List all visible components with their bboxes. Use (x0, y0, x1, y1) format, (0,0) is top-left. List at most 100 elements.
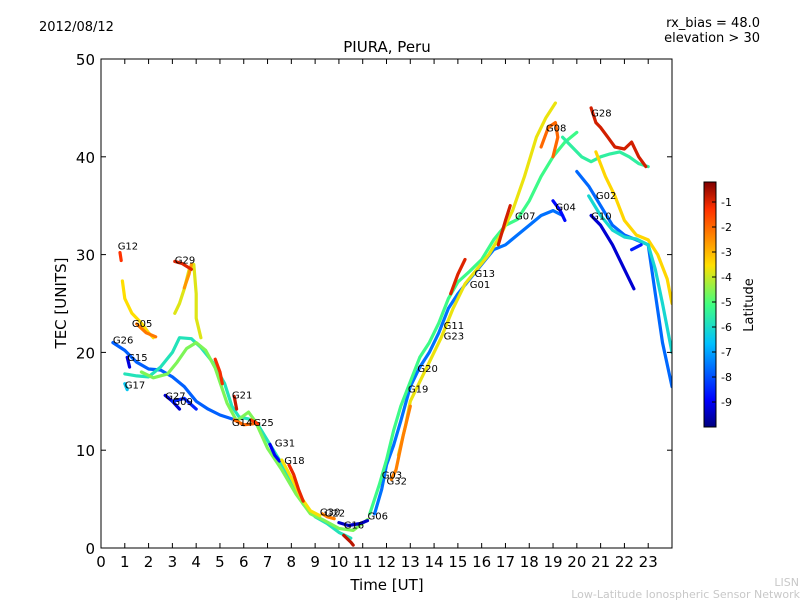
series-yellow-rise (396, 101, 557, 457)
elevation-label: elevation > 30 (664, 31, 760, 46)
date-label: 2012/08/12 (39, 20, 114, 35)
satellite-label-g02: G02 (596, 191, 616, 202)
chart-title: PIURA, Peru (343, 38, 430, 56)
series-red-mid (118, 251, 123, 263)
satellite-label-g09: G09 (172, 397, 192, 408)
satellite-label-g28: G28 (591, 109, 611, 120)
series-navy-g16 (337, 519, 370, 528)
colorbar-tick-label: -9 (721, 396, 732, 409)
satellite-label-g17: G17 (125, 381, 145, 392)
series-red-g18 (287, 463, 305, 503)
satellite-label-g06: G06 (368, 512, 388, 523)
colorbar-tick-label: -8 (721, 371, 732, 384)
x-tick-label: 13 (401, 553, 420, 571)
y-axis-label: TEC [UNITS] (52, 258, 70, 350)
x-tick-label: 5 (215, 553, 225, 571)
series-red-mid4 (213, 357, 224, 386)
satellite-label-g03: G03 (382, 471, 402, 482)
series-orange-early (135, 322, 158, 339)
y-tick-label: 50 (76, 51, 95, 69)
satellite-label-g13: G13 (475, 269, 495, 280)
x-tick-label: 7 (263, 553, 273, 571)
x-tick-label: 3 (168, 553, 178, 571)
satellite-label-g20: G20 (417, 364, 437, 375)
x-tick-label: 23 (639, 553, 658, 571)
series-teal-rise (373, 209, 565, 516)
satellite-label-g18: G18 (284, 456, 304, 467)
x-tick-label: 10 (329, 553, 348, 571)
series-red-g28 (589, 106, 648, 169)
series-red-mid15 (449, 257, 467, 296)
x-tick-label: 0 (96, 553, 106, 571)
colorbar-tick-label: -4 (721, 271, 732, 284)
x-tick-label: 16 (472, 553, 491, 571)
credit-long: Low-Latitude Ionospheric Sensor Network (571, 588, 800, 600)
satellite-label-g12: G12 (118, 242, 138, 253)
x-tick-label: 4 (191, 553, 201, 571)
x-tick-label: 20 (567, 553, 586, 571)
series-green-light (139, 341, 370, 532)
satellite-label-g10: G10 (591, 211, 611, 222)
y-tick-label: 30 (76, 247, 95, 265)
satellite-label-g19: G19 (408, 385, 428, 396)
colorbar-ticks: -9 -8 -7 -6 -5 -4 -3 -2 -1 (712, 196, 732, 409)
y-tick-label: 10 (76, 442, 95, 460)
satellite-label-g21: G21 (232, 390, 252, 401)
series-navy-g10 (589, 213, 636, 291)
series-orange-g08 (539, 121, 560, 159)
series-blue-late (630, 243, 643, 252)
series-orange-g14 (232, 418, 255, 427)
series-orange-rise (389, 404, 412, 482)
x-tick-label: 21 (591, 553, 610, 571)
series-red-low (342, 533, 355, 547)
credit-short: LISN (774, 576, 799, 589)
satellite-label-g14: G14 (232, 418, 252, 429)
colorbar-tick-label: -3 (721, 246, 732, 259)
series-yellow-peak (594, 150, 672, 306)
series-blue-g31 (268, 442, 281, 463)
x-tick-label: 18 (520, 553, 539, 571)
satellite-label-g25: G25 (253, 418, 273, 429)
satellite-label-g05: G05 (132, 319, 152, 330)
x-tick-label: 8 (287, 553, 297, 571)
series-green-peak (561, 135, 650, 169)
y-axis: 0 10 20 30 40 50 (76, 51, 672, 558)
series-teal-early (111, 341, 234, 421)
series-red-g21 (232, 394, 239, 411)
colorbar-tick-label: -5 (721, 296, 732, 309)
x-tick-label: 22 (615, 553, 634, 571)
satellite-label-g11: G11 (444, 321, 464, 332)
x-tick-label: 14 (425, 553, 444, 571)
satellite-label-g07: G07 (515, 211, 535, 222)
series-layer (111, 101, 672, 547)
series-orange-g30 (320, 512, 336, 521)
x-tick-label: 1 (120, 553, 130, 571)
x-tick-label: 6 (239, 553, 249, 571)
series-blue-g09 (170, 396, 198, 411)
colorbar-tick-label: -6 (721, 321, 732, 334)
satellite-label-g29: G29 (175, 255, 195, 266)
satellite-label-g32: G32 (387, 476, 407, 487)
x-tick-label: 15 (448, 553, 467, 571)
satellite-label-g01: G01 (470, 280, 490, 291)
satellite-label-g04: G04 (555, 203, 575, 214)
satellite-label-g16: G16 (344, 520, 364, 531)
satellite-label-g15: G15 (127, 353, 147, 364)
x-tick-label: 9 (310, 553, 320, 571)
series-blue-g04 (551, 199, 567, 222)
colorbar-tick-label: -2 (721, 221, 732, 234)
colorbar (703, 181, 717, 428)
satellite-label-g31: G31 (275, 438, 295, 449)
y-tick-label: 0 (85, 540, 95, 558)
satellite-label-g26: G26 (113, 336, 133, 347)
satellite-label-g27: G27 (165, 391, 185, 402)
colorbar-label: Latitude (742, 278, 757, 332)
rx-bias-label: rx_bias = 48.0 (666, 16, 760, 31)
y-tick-label: 20 (76, 344, 95, 362)
x-tick-label: 11 (353, 553, 372, 571)
satellite-label-g23: G23 (444, 332, 464, 343)
colorbar-tick-label: -1 (721, 196, 732, 209)
series-navy-early (125, 355, 132, 369)
